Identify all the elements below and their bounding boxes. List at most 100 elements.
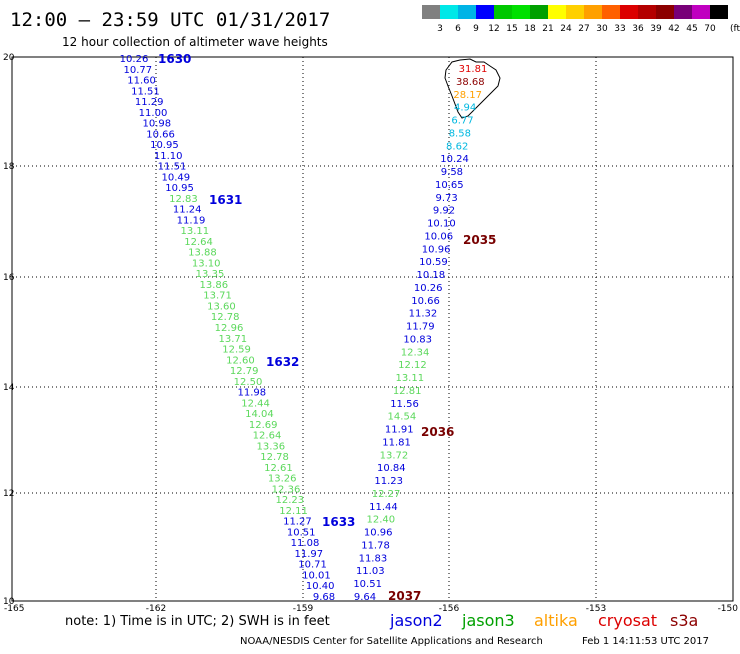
wave-height-value: 11.23 (374, 476, 403, 487)
legend-swatch (422, 5, 440, 19)
wave-height-value: 38.68 (456, 77, 485, 88)
legend-label: (ft) (730, 24, 740, 34)
wave-height-value: 9.92 (433, 206, 455, 217)
satellite-track-2: 31.81 38.68 28.17 4.94 6.778.58 8.62 10.24 9.58… (353, 64, 496, 603)
satellite-track-1: 10.2610.7711.6011.5111.2911.0010.9810.66… (120, 52, 356, 603)
wave-height-value: 13.35 (196, 269, 225, 280)
wave-height-value: 12.64 (253, 431, 282, 442)
wave-height-value: 12.61 (264, 463, 293, 474)
wave-height-value: 10.95 (150, 140, 179, 151)
wave-height-value: 13.10 (192, 258, 221, 269)
wave-height-value: 11.32 (409, 309, 438, 320)
wave-height-value: 13.36 (256, 441, 285, 452)
satellite-name: cryosat (598, 611, 657, 630)
wave-height-value: 10.71 (298, 560, 327, 571)
legend-label: 15 (506, 24, 517, 34)
satellite-name: jason3 (461, 611, 515, 630)
wave-height-value: 10.96 (364, 528, 393, 539)
wave-height-value: 12.36 (272, 484, 301, 495)
pass-time-label: 2036 (421, 425, 454, 439)
wave-height-value: 11.08 (291, 538, 320, 549)
lat-tick-label: 20 (3, 53, 15, 63)
wave-height-value: 12.59 (222, 345, 251, 356)
legend-label: 18 (524, 24, 536, 34)
wave-height-value: 10.95 (165, 183, 194, 194)
legend-swatch (566, 5, 584, 19)
legend-swatch (602, 5, 620, 19)
wave-height-value: 13.71 (218, 334, 247, 345)
legend-swatch (674, 5, 692, 19)
wave-height-value: 12.64 (184, 237, 213, 248)
wave-height-value: 11.10 (154, 151, 183, 162)
wave-height-value: 11.97 (294, 549, 323, 560)
lon-tick-label: -162 (146, 604, 166, 614)
wave-height-value: 13.72 (380, 450, 409, 461)
lat-tick-label: 14 (3, 383, 15, 393)
wave-height-value: 12.27 (372, 489, 401, 500)
legend-label: 70 (704, 24, 716, 34)
wave-height-value: 12.79 (230, 366, 259, 377)
wave-height-value: 11.56 (390, 399, 419, 410)
legend-swatch (440, 5, 458, 19)
legend-label: 30 (596, 24, 608, 34)
wave-height-value: 12.23 (275, 495, 304, 506)
pass-time-label: 2035 (463, 233, 496, 247)
map-frame (11, 56, 734, 602)
wave-height-value: 11.79 (406, 322, 435, 333)
footer-note: note: 1) Time is in UTC; 2) SWH is in fe… (65, 614, 330, 629)
page-title: 12:00 — 23:59 UTC 01/31/2017 (10, 9, 330, 31)
wave-height-value: 31.81 (459, 64, 488, 75)
lon-tick-label: -159 (293, 604, 314, 614)
wave-height-value: 10.01 (302, 570, 331, 581)
wave-height-value: 10.51 (287, 527, 316, 538)
wave-height-value: 12.44 (241, 398, 270, 409)
lat-tick-label: 16 (3, 273, 15, 283)
wave-height-value: 11.98 (237, 388, 266, 399)
legend-swatch (638, 5, 656, 19)
wave-height-value: 11.24 (173, 205, 202, 216)
wave-height-value: 11.51 (158, 162, 187, 173)
legend-swatch (476, 5, 494, 19)
wave-height-value: 10.65 (435, 180, 464, 191)
legend-label: 3 (437, 24, 443, 34)
satellite-name: jason2 (389, 611, 443, 630)
wave-height-value: 10.26 (120, 54, 149, 65)
legend-swatch (710, 5, 728, 19)
wave-height-value: 11.91 (385, 425, 414, 436)
wave-height-value: 13.71 (203, 291, 232, 302)
wave-height-value: 10.06 (424, 231, 453, 242)
legend-swatch (458, 5, 476, 19)
lat-tick-label: 18 (3, 162, 15, 172)
wave-height-value: 12.78 (260, 452, 289, 463)
wave-height-value: 13.86 (199, 280, 228, 291)
legend-swatch (692, 5, 710, 19)
wave-height-value: 13.88 (188, 248, 217, 259)
pass-time-label: 1633 (322, 515, 355, 529)
legend-swatch (530, 5, 548, 19)
wave-height-value: 11.27 (283, 517, 312, 528)
wave-height-value: 14.04 (245, 409, 274, 420)
pass-time-label: 2037 (388, 589, 421, 603)
legend-label: 36 (632, 24, 644, 34)
wave-height-value: 10.96 (422, 244, 451, 255)
wave-height-value: 10.10 (427, 219, 456, 230)
credit-text: NOAA/NESDIS Center for Satellite Applica… (240, 636, 543, 647)
wave-height-value: 4.94 (454, 103, 476, 114)
lat-tick-label: 10 (3, 597, 15, 607)
satellite-name: altika (534, 611, 578, 630)
wave-height-value: 9.73 (436, 193, 458, 204)
legend-swatch (548, 5, 566, 19)
legend-swatch (512, 5, 530, 19)
legend-label: 9 (473, 24, 479, 34)
satellite-name: s3a (670, 611, 698, 630)
wave-height-value: 9.64 (354, 592, 376, 603)
wave-height-value: 10.51 (353, 579, 382, 590)
lat-tick-label: 12 (3, 489, 14, 499)
wave-height-value: 12.83 (169, 194, 198, 205)
wave-height-value: 11.03 (356, 566, 385, 577)
legend-label: 12 (488, 24, 499, 34)
wave-height-value: 12.69 (249, 420, 278, 431)
